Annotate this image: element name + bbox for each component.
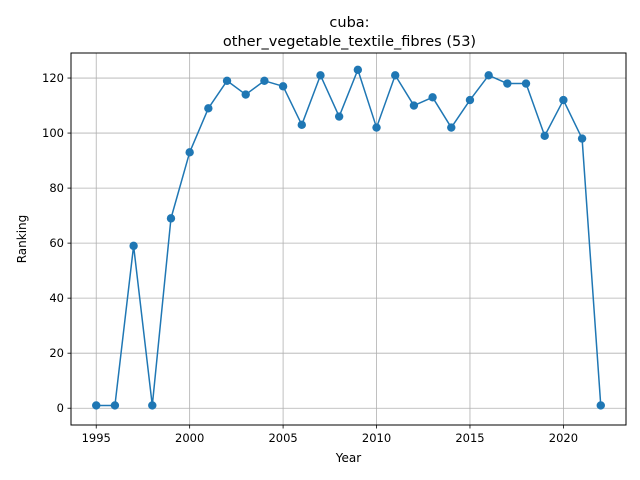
x-tick-label: 1995 bbox=[82, 431, 111, 445]
data-point bbox=[297, 120, 306, 130]
data-point bbox=[447, 123, 456, 132]
data-point bbox=[409, 101, 419, 110]
x-tick-label: 2005 bbox=[268, 431, 297, 445]
x-tick-label: 2015 bbox=[455, 431, 484, 445]
data-point bbox=[148, 401, 157, 410]
data-point bbox=[465, 95, 475, 105]
data-point bbox=[372, 123, 381, 132]
data-point bbox=[596, 401, 605, 410]
data-point bbox=[521, 79, 531, 88]
data-point bbox=[222, 76, 232, 85]
data-point bbox=[185, 148, 194, 157]
data-point bbox=[110, 401, 120, 410]
x-axis-label: Year bbox=[335, 451, 361, 465]
plot-frame bbox=[70, 52, 627, 426]
data-point bbox=[353, 65, 363, 74]
data-point bbox=[428, 93, 437, 102]
data-point bbox=[577, 134, 587, 143]
y-tick-label: 0 bbox=[57, 401, 64, 415]
data-point bbox=[540, 131, 549, 141]
data-point bbox=[278, 82, 288, 91]
y-tick-label: 20 bbox=[49, 346, 64, 360]
x-tick-label: 2000 bbox=[175, 431, 204, 445]
data-point bbox=[204, 104, 213, 113]
data-point bbox=[559, 95, 568, 105]
y-tick-label: 40 bbox=[49, 291, 64, 305]
series-line bbox=[96, 69, 602, 407]
y-tick-label: 100 bbox=[42, 126, 64, 140]
data-point bbox=[316, 71, 325, 80]
chart-title-line-1: cuba: bbox=[329, 15, 369, 31]
axis-ticks: 1995 2000 2005 2010 2015 2020 0 20 40 60 80 100 120 bbox=[42, 71, 578, 445]
data-point bbox=[391, 71, 400, 80]
data-point bbox=[334, 112, 344, 121]
y-tick-label: 80 bbox=[49, 181, 64, 195]
y-tick-label: 120 bbox=[42, 71, 64, 85]
chart-title-line-2: other_vegetable_textile_fibres (53) bbox=[223, 34, 476, 50]
x-tick-label: 2020 bbox=[549, 431, 578, 445]
x-tick-label: 2010 bbox=[362, 431, 391, 445]
data-point bbox=[166, 214, 176, 223]
data-point bbox=[241, 90, 250, 99]
data-point bbox=[503, 79, 512, 88]
y-axis-label: Ranking bbox=[15, 215, 29, 264]
data-point bbox=[484, 71, 493, 80]
data-point bbox=[260, 76, 269, 85]
data-point bbox=[92, 401, 101, 410]
data-point bbox=[129, 241, 138, 251]
data-series bbox=[92, 65, 605, 410]
y-tick-label: 60 bbox=[49, 236, 64, 250]
